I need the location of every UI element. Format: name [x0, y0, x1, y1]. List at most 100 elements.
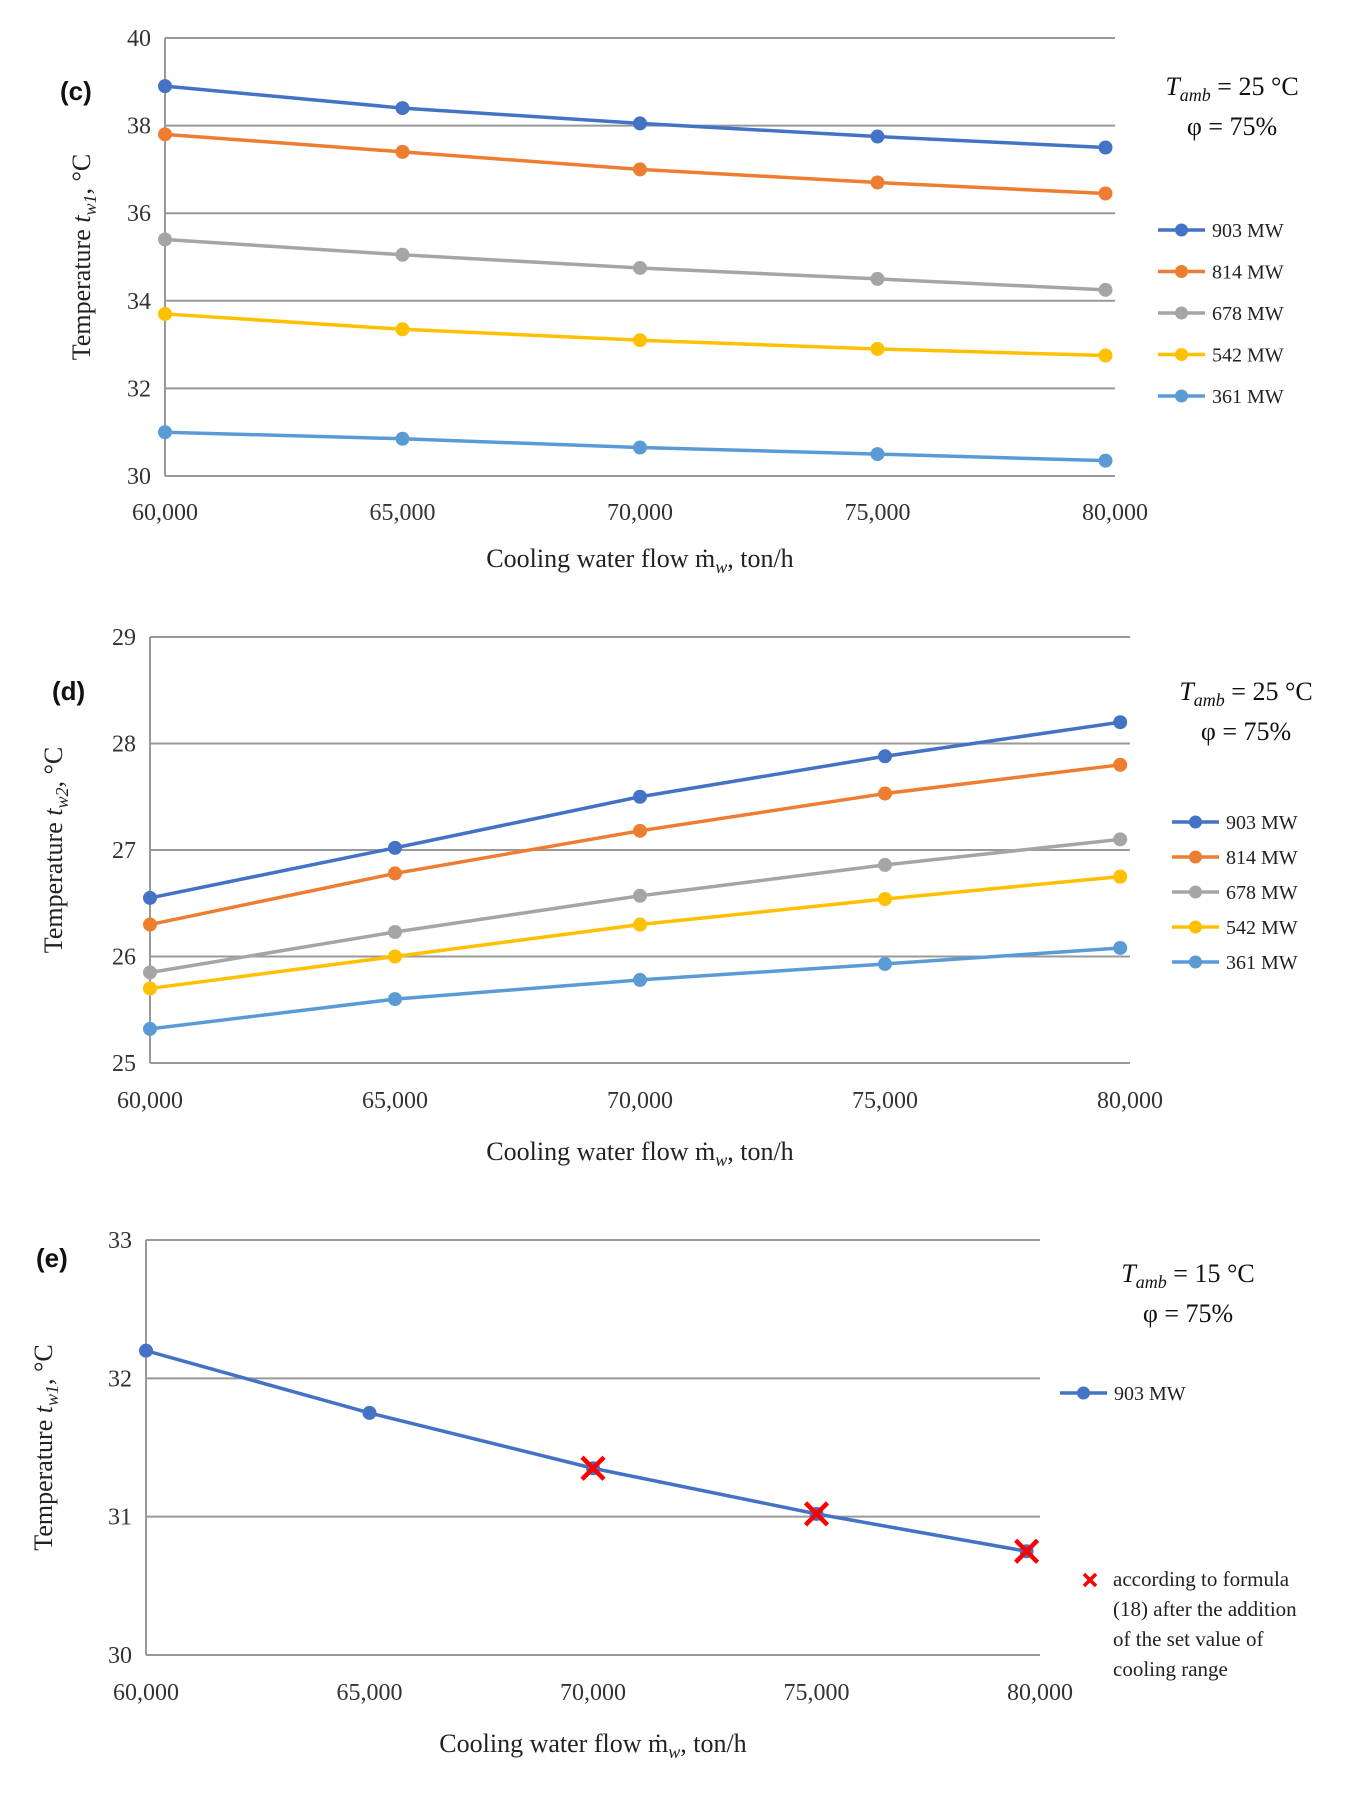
- data-point: [1098, 453, 1113, 468]
- legend-label: 678 MW: [1226, 882, 1298, 904]
- legend-label: 678 MW: [1212, 303, 1284, 325]
- legend-label: 542 MW: [1212, 345, 1284, 367]
- y-tick-label: 38: [127, 114, 151, 140]
- data-point: [870, 341, 885, 356]
- y-tick-label: 30: [108, 1643, 132, 1669]
- legend-swatch-marker: [1175, 306, 1188, 320]
- panel-label: (e): [36, 1243, 68, 1273]
- x-tick-label: 60,000: [113, 1680, 179, 1706]
- y-tick-label: 31: [108, 1505, 132, 1531]
- data-point: [878, 891, 892, 906]
- formula-point-cross: [1013, 1538, 1040, 1564]
- data-point: [143, 917, 157, 932]
- conditions-annotation-temperature: Tamb = 15 °C: [1121, 1259, 1254, 1292]
- legend-label: 814 MW: [1226, 847, 1298, 869]
- panel-label: (c): [60, 76, 92, 106]
- y-tick-label: 29: [112, 625, 136, 651]
- y-tick-label: 26: [112, 945, 136, 971]
- y-tick-label: 40: [127, 26, 151, 52]
- data-point: [143, 1021, 157, 1036]
- data-point: [158, 425, 172, 440]
- legend-label: 903 MW: [1226, 812, 1298, 834]
- data-point: [633, 162, 647, 177]
- data-point: [395, 247, 410, 262]
- data-point: [143, 965, 157, 980]
- x-tick-label: 80,000: [1082, 500, 1148, 526]
- data-point: [633, 917, 647, 932]
- legend-formula-label: (18) after the addition: [1113, 1597, 1297, 1621]
- legend-swatch-marker: [1189, 850, 1202, 864]
- x-tick-label: 60,000: [117, 1088, 183, 1114]
- x-tick-label: 70,000: [607, 500, 673, 526]
- data-point: [878, 786, 892, 801]
- data-point: [633, 888, 647, 903]
- data-point: [395, 322, 410, 337]
- series-line-361-mw: [149, 946, 1121, 1031]
- data-point: [158, 127, 172, 142]
- series-line-678-mw: [149, 837, 1121, 975]
- legend-swatch-marker: [1189, 920, 1202, 934]
- conditions-annotation-humidity: φ = 75%: [1201, 717, 1291, 746]
- x-tick-label: 70,000: [560, 1680, 626, 1706]
- legend-swatch-marker: [1077, 1386, 1090, 1400]
- data-point: [1113, 715, 1128, 730]
- legend-formula-marker: [1082, 1572, 1098, 1588]
- x-tick-label: 65,000: [337, 1680, 403, 1706]
- legend-swatch-marker: [1189, 955, 1202, 969]
- x-tick-label: 70,000: [607, 1088, 673, 1114]
- data-point: [388, 949, 402, 964]
- data-point: [633, 972, 647, 987]
- series-line-903-mw: [149, 720, 1121, 900]
- y-axis-label: Temperature tw1, °C: [67, 154, 100, 361]
- y-axis-label: Temperature tw2, °C: [39, 747, 72, 954]
- data-point: [158, 306, 172, 321]
- data-point: [388, 866, 402, 881]
- conditions-annotation-humidity: φ = 75%: [1143, 1299, 1233, 1328]
- data-point: [395, 144, 410, 159]
- data-point: [388, 992, 402, 1007]
- y-tick-label: 33: [108, 1228, 132, 1254]
- data-point: [158, 79, 172, 94]
- data-point: [878, 956, 892, 971]
- chart-panel-0: 30 32 34 36 38 40 60,000 65,000 70,000 75,000 80,0…: [60, 26, 1299, 577]
- x-tick-label: 75,000: [852, 1088, 918, 1114]
- data-point: [143, 890, 157, 905]
- x-axis-label: Cooling water flow ṁw, ton/h: [486, 544, 793, 577]
- data-point: [870, 447, 885, 462]
- data-point: [878, 749, 892, 764]
- legend-swatch-marker: [1189, 815, 1202, 829]
- data-point: [1098, 348, 1113, 363]
- data-point: [633, 116, 647, 131]
- data-point: [158, 232, 172, 247]
- legend-label: 903 MW: [1114, 1383, 1186, 1405]
- panel-label: (d): [52, 676, 85, 706]
- legend-swatch-marker: [1175, 389, 1188, 403]
- legend-swatch-marker: [1175, 265, 1188, 278]
- data-point: [1113, 757, 1128, 772]
- x-tick-label: 80,000: [1007, 1680, 1073, 1706]
- conditions-annotation-humidity: φ = 75%: [1187, 112, 1277, 141]
- series-line-903-mw: [164, 84, 1106, 150]
- chart-panel-1: 25 26 27 28 29 60,000 65,000 70,000 75,000 80,000…: [39, 625, 1313, 1170]
- y-tick-label: 32: [127, 376, 151, 402]
- x-tick-label: 80,000: [1097, 1088, 1163, 1114]
- data-point: [1113, 832, 1128, 847]
- data-point: [870, 271, 885, 286]
- formula-point-cross: [803, 1501, 830, 1527]
- series-line-814-mw: [164, 132, 1106, 196]
- data-point: [395, 431, 410, 446]
- data-point: [633, 333, 647, 348]
- legend-formula-label: of the set value of: [1113, 1627, 1263, 1651]
- conditions-annotation-temperature: Tamb = 25 °C: [1165, 72, 1298, 105]
- legend-label: 814 MW: [1212, 262, 1284, 284]
- x-tick-label: 65,000: [362, 1088, 428, 1114]
- data-point: [870, 129, 885, 144]
- x-tick-label: 75,000: [784, 1680, 850, 1706]
- legend-formula-label: cooling range: [1113, 1657, 1228, 1681]
- y-tick-label: 30: [127, 464, 151, 490]
- y-tick-label: 34: [127, 289, 151, 315]
- data-point: [1098, 282, 1113, 297]
- y-tick-label: 25: [112, 1051, 136, 1077]
- y-tick-label: 27: [112, 838, 136, 864]
